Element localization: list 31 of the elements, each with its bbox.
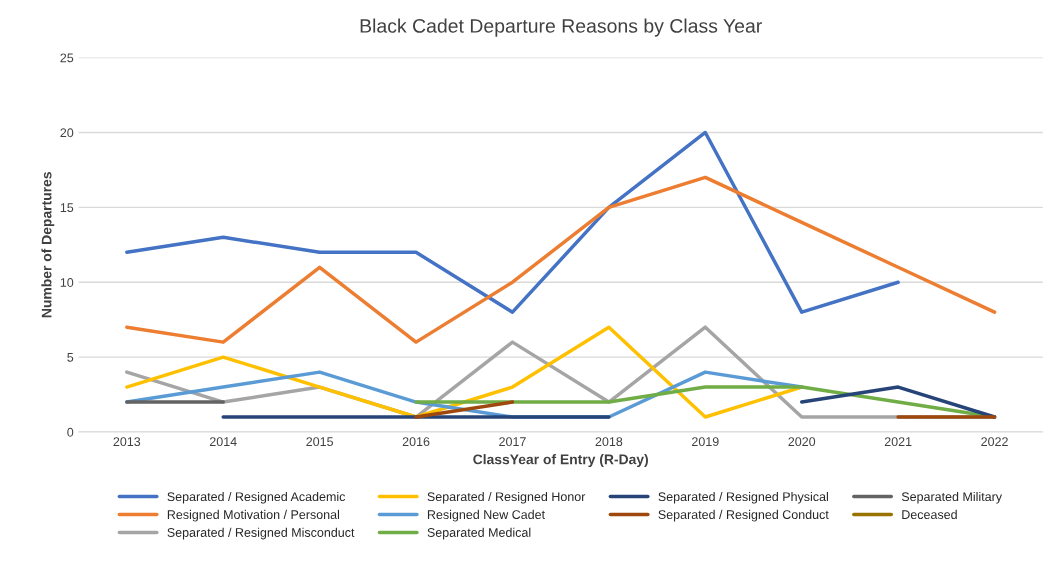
y-tick-label: 10 [60,278,74,287]
line-series [125,130,900,314]
x-tick-label: 2018 [595,437,623,447]
legend-label: Deceased [902,509,957,520]
line-series [125,175,997,344]
y-tick-label: 5 [67,353,74,362]
x-tick-label: 2016 [402,437,430,447]
y-tick-label: 0 [67,427,74,437]
y-tick-label: 25 [60,53,74,63]
legend-label: Separated / Resigned Conduct [658,509,829,522]
x-tick-label: 2013 [113,437,141,447]
x-tick-label: 2020 [788,437,816,447]
x-tick-label: 2021 [884,437,912,447]
y-axis-title: Number of Departures [41,172,55,318]
legend-label: Resigned Motivation / Personal [167,509,340,522]
chart-title: Black Cadet Departure Reasons by Class Year [360,18,762,37]
legend-label: Separated / Resigned Honor [427,491,586,504]
legend-label: Separated / Resigned Physical [658,491,828,504]
legend-label: Separated / Resigned Misconduct [167,527,355,540]
x-tick-label: 2015 [306,437,334,447]
x-tick-label: 2019 [692,437,719,447]
x-tick-label: 2017 [499,437,526,447]
legend-label: Separated Medical [427,527,531,540]
legend-label: Resigned New Cadet [427,509,545,522]
y-tick-label: 20 [60,128,74,138]
x-tick-label: 2022 [981,437,1008,447]
x-tick-label: 2014 [209,437,237,447]
legend-label: Separated / Resigned Academic [167,491,346,504]
x-axis-title: ClassYear of Entry (R-Day) [473,454,648,468]
y-tick-label: 15 [60,203,74,213]
legend-label: Separated Military [901,491,1003,504]
